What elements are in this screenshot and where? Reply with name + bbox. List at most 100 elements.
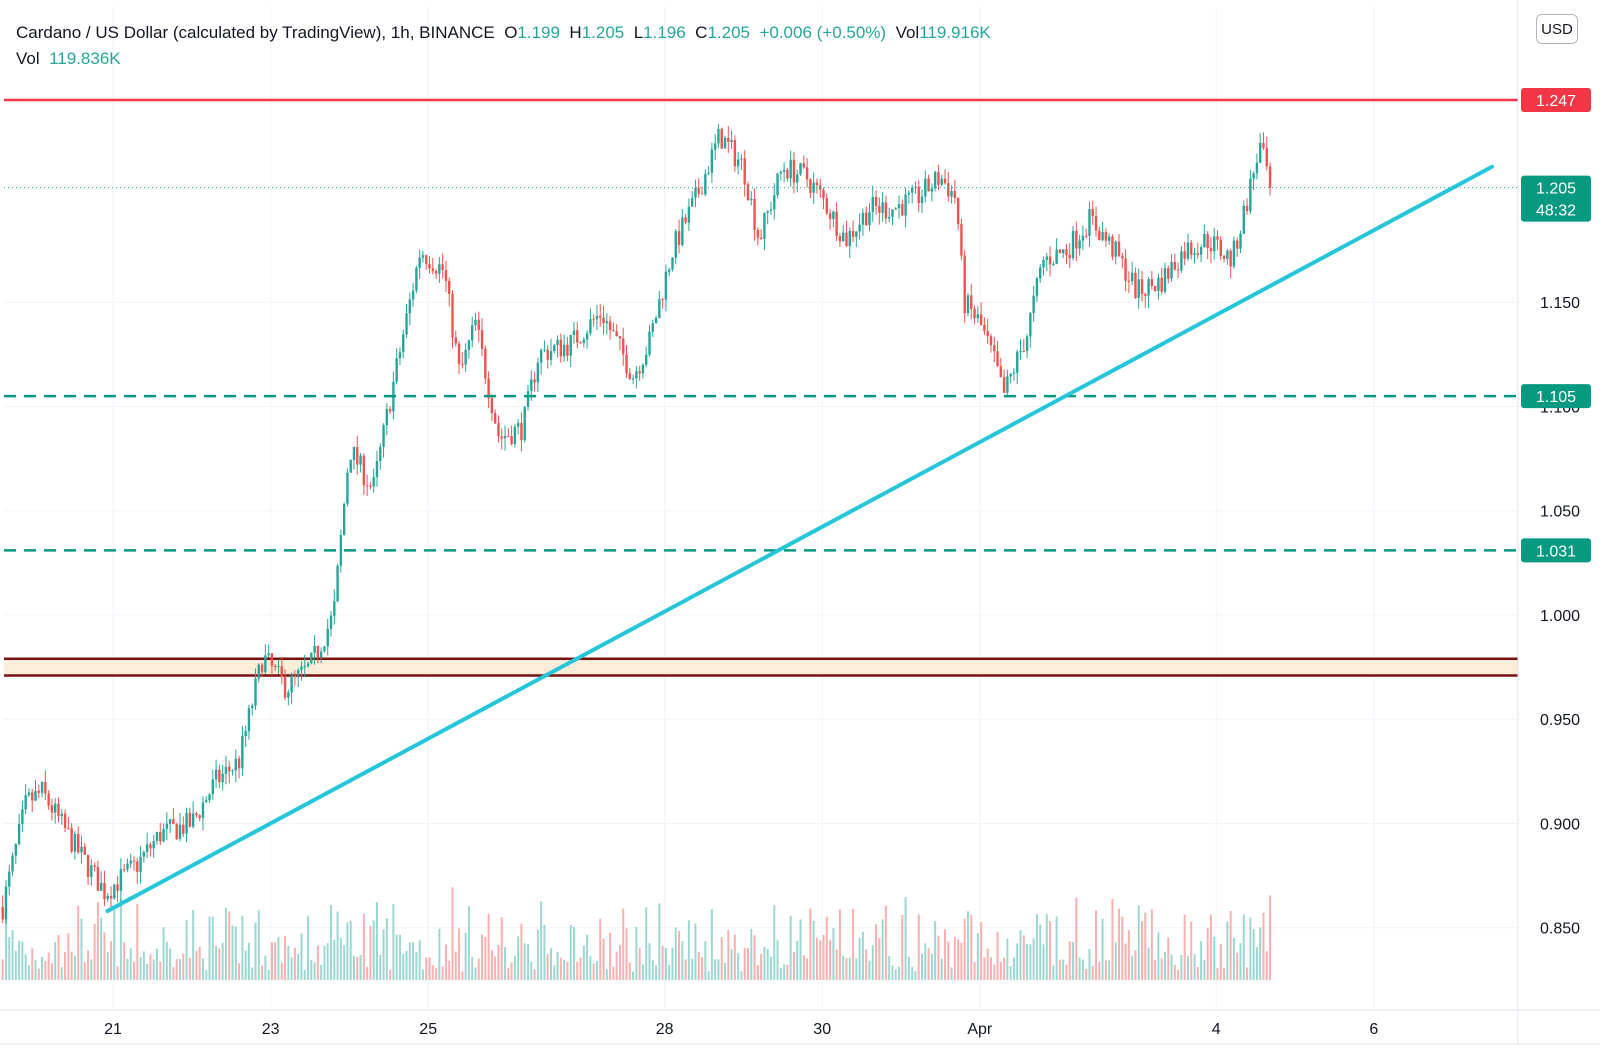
- volume-bar: [756, 965, 759, 980]
- candle-body: [832, 211, 835, 219]
- volume-bar: [986, 948, 989, 980]
- volume-bar: [44, 960, 47, 980]
- volume-bar: [54, 942, 57, 980]
- volume-bar: [664, 947, 667, 980]
- volume-bar: [1062, 959, 1065, 980]
- candle-body: [1137, 279, 1140, 298]
- candle-body: [60, 813, 63, 817]
- volume-bar: [612, 966, 615, 980]
- candle-body: [878, 206, 881, 213]
- volume-bar: [743, 947, 746, 980]
- volume-bar: [605, 969, 608, 980]
- volume-bar: [408, 942, 411, 980]
- zone-fill: [4, 658, 1518, 676]
- volume-bar: [172, 967, 175, 980]
- candle-body: [897, 204, 901, 209]
- candle-body: [428, 263, 431, 269]
- candle-body: [743, 158, 746, 185]
- support-1-tag-label: 1.105: [1536, 389, 1576, 406]
- volume-bar: [1055, 916, 1058, 980]
- volume-bar: [674, 927, 677, 980]
- volume-bar: [599, 918, 602, 980]
- candle-body: [126, 863, 129, 870]
- trendline[interactable]: [105, 164, 1494, 914]
- volume-bar: [375, 901, 378, 980]
- candle-body: [113, 884, 116, 899]
- candle-body: [1196, 253, 1200, 255]
- candle-body: [628, 373, 631, 379]
- candle-body: [1190, 242, 1193, 255]
- volume-bar: [313, 962, 316, 980]
- current-price-tag-label: 1.205: [1536, 181, 1576, 198]
- candle-body: [70, 828, 73, 852]
- volume-bar: [523, 943, 526, 980]
- candle-body: [336, 565, 339, 602]
- candle-body: [605, 321, 609, 324]
- volume-bar: [720, 937, 723, 980]
- volume-bar: [1134, 950, 1137, 980]
- candle-body: [1229, 250, 1232, 267]
- volume-bar: [1, 959, 4, 980]
- volume-bar: [609, 932, 612, 980]
- candle-body: [904, 194, 907, 216]
- candle-body: [1203, 233, 1206, 248]
- candle-body: [503, 436, 507, 439]
- countdown-label: 48:32: [1536, 203, 1576, 220]
- candle-body: [283, 676, 287, 698]
- volume-bar: [110, 941, 113, 980]
- volume-bar: [615, 951, 618, 980]
- volume-bar: [343, 945, 346, 980]
- volume-bar: [182, 953, 185, 980]
- volume-bar: [881, 919, 884, 980]
- volume-bar: [83, 962, 86, 980]
- volume-bar: [796, 940, 799, 980]
- volume-bar: [1232, 937, 1235, 980]
- volume-bar: [799, 919, 802, 980]
- candle-body: [993, 345, 996, 352]
- volume-bar: [1203, 960, 1206, 980]
- candle-body: [766, 210, 769, 213]
- volume-bar: [947, 941, 950, 980]
- volume-bar: [451, 887, 454, 980]
- candle-body: [1052, 263, 1055, 265]
- candle-body: [172, 819, 175, 824]
- time-tick-label: 21: [104, 1021, 122, 1038]
- candle-body: [4, 886, 8, 920]
- candle-body: [707, 172, 710, 174]
- candle-body: [359, 455, 362, 465]
- volume-label: Vol: [895, 23, 920, 42]
- candle-body: [1157, 277, 1160, 291]
- candle-body: [1006, 376, 1009, 393]
- candle-body: [441, 264, 444, 271]
- volume-bar: [146, 964, 149, 980]
- candle-body: [1186, 242, 1190, 259]
- volume-bar: [1003, 957, 1006, 980]
- volume-bar: [943, 929, 946, 980]
- ohlc-legend: Cardano / US Dollar (calculated by Tradi…: [16, 20, 991, 72]
- volume-bar: [553, 965, 556, 980]
- candle-body: [516, 422, 520, 427]
- volume-bar: [500, 917, 503, 980]
- candle-body: [602, 317, 605, 324]
- candle-body: [487, 378, 490, 399]
- volume-bar: [802, 955, 805, 980]
- candle-body: [464, 349, 467, 365]
- volume-bar: [349, 920, 352, 980]
- current-price-tag: [1521, 175, 1591, 222]
- volume-bar: [865, 949, 868, 980]
- volume-bar: [727, 929, 730, 980]
- candle-body: [1009, 373, 1012, 377]
- candle-body: [667, 269, 671, 272]
- candle-body: [264, 655, 267, 673]
- volume-bar: [658, 903, 661, 980]
- volume-bar: [1173, 964, 1176, 980]
- candle-body: [408, 299, 412, 314]
- volume-bar: [139, 957, 142, 980]
- candle-body: [1068, 255, 1071, 259]
- candle-body: [710, 149, 714, 173]
- volume-bar: [205, 970, 208, 980]
- currency-button[interactable]: USD: [1536, 14, 1578, 44]
- volume-bar: [126, 958, 129, 980]
- volume-bar: [714, 959, 717, 980]
